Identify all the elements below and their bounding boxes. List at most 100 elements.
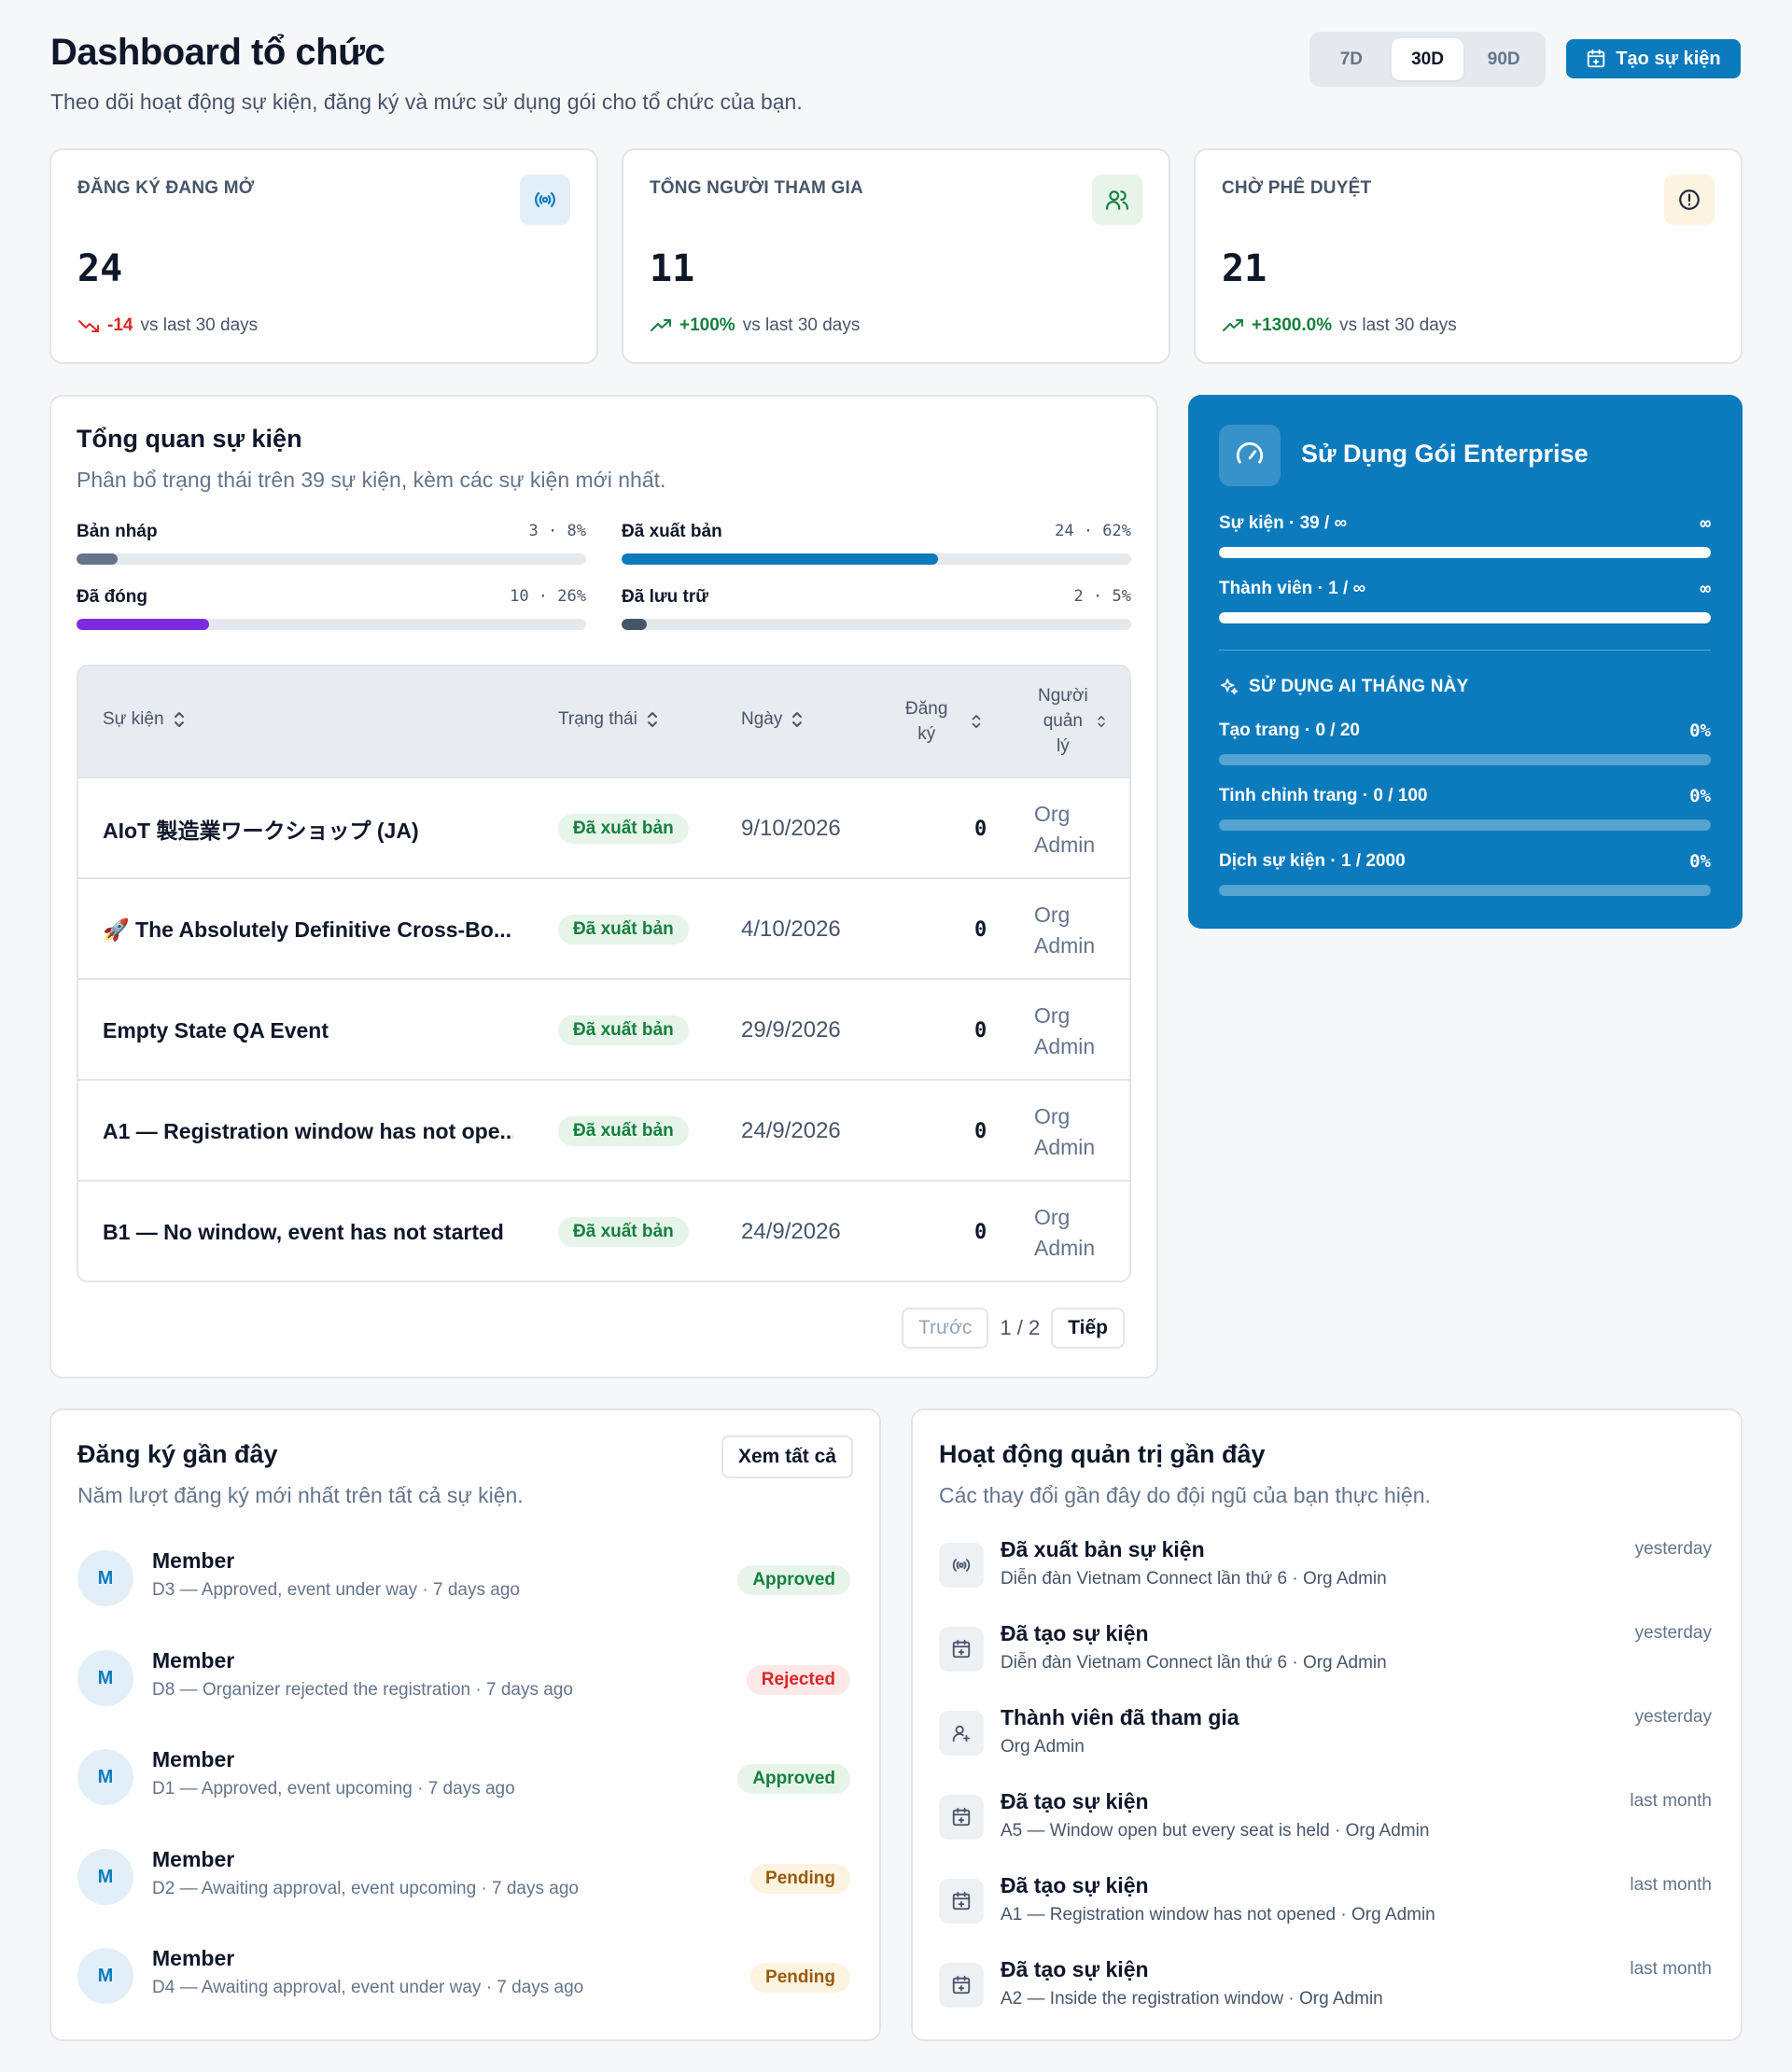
table-header: Sự kiện Trạng thái Ngày Đăng ký Người quản… (78, 666, 1129, 778)
event-date: 24/9/2026 (741, 1219, 841, 1244)
status-badge: Đã xuất bản (558, 1217, 689, 1247)
event-name[interactable]: AIoT 製造業ワークショップ (JA) (103, 819, 419, 843)
status-count: 24 · 62% (1055, 522, 1131, 540)
list-item: Đã tạo sự kiện A5 — Window open but ever… (939, 1789, 1712, 1856)
trending-down-icon (78, 320, 99, 332)
activity-desc: A1 — Registration window has not opened … (1001, 1905, 1435, 1925)
activity-desc: A5 — Window open but every seat is held … (1001, 1821, 1430, 1841)
registration-count: 0 (974, 917, 987, 942)
recent-registrations-subtitle: Năm lượt đăng ký mới nhất trên tất cả sự… (77, 1483, 524, 1507)
column-date[interactable]: Ngày (741, 709, 805, 730)
column-event[interactable]: Sự kiện (103, 709, 187, 730)
status-badge: Approved (737, 1565, 850, 1595)
activity-desc: Diễn đàn Vietnam Connect lần thứ 6 · Org… (1001, 1653, 1387, 1673)
activity-title: Thành viên đã tham gia (1001, 1705, 1239, 1729)
column-registrations[interactable]: Đăng ký (905, 696, 983, 747)
ai-usage-create-page: Tạo trang · 0 / 20 0% (1219, 721, 1711, 765)
activity-desc: A2 — Inside the registration window · Or… (1001, 1989, 1383, 2009)
activity-desc: Org Admin (1001, 1737, 1085, 1757)
event-name[interactable]: B1 — No window, event has not started (103, 1219, 504, 1244)
stat-card-pending-approval: CHỜ PHÊ DUYỆT 21 +1300.0% vs last 30 day… (1194, 148, 1743, 364)
user-plus-icon (939, 1711, 984, 1756)
registrant-name: Member (152, 1946, 235, 1970)
status-published: Đã xuất bản 24 · 62% (622, 522, 1131, 565)
activity-title: Đã xuất bản sự kiện (1001, 1537, 1205, 1561)
sort-icon (174, 712, 184, 727)
event-date: 9/10/2026 (741, 816, 841, 841)
list-item: Đã xuất bản sự kiện Diễn đàn Vietnam Con… (939, 1537, 1712, 1604)
event-name[interactable]: A1 — Registration window has not ope... (103, 1118, 513, 1143)
avatar: M (77, 1749, 133, 1805)
table-row[interactable]: 🚀 The Absolutely Definitive Cross-Bo... … (78, 879, 1129, 980)
create-event-button[interactable]: Tạo sự kiện (1566, 39, 1741, 78)
sort-icon (1097, 715, 1105, 727)
recent-activity-subtitle: Các thay đổi gần đây do đội ngũ của bạn … (939, 1483, 1431, 1507)
usage-members: Thành viên · 1 / ∞ ∞ (1219, 579, 1711, 623)
trending-up-icon (651, 319, 671, 331)
range-90d-button[interactable]: 90D (1487, 49, 1520, 69)
status-count: 3 · 8% (528, 522, 586, 540)
registration-count: 0 (974, 1018, 987, 1043)
stat-delta-value: +100% (679, 315, 735, 335)
stat-value: 21 (1222, 247, 1267, 290)
status-badge: Pending (750, 1963, 850, 1993)
status-count: 2 · 5% (1073, 587, 1131, 606)
stat-label: TỔNG NGƯỜI THAM GIA (650, 178, 863, 198)
event-manager: Org Admin (1034, 903, 1096, 958)
list-item: Thành viên đã tham gia Org Admin yesterd… (939, 1705, 1712, 1772)
divider (1219, 650, 1711, 651)
next-page-button[interactable]: Tiếp (1051, 1308, 1125, 1349)
status-track (622, 553, 1131, 565)
activity-time: last month (1630, 1959, 1712, 1979)
list-item[interactable]: M Member D3 — Approved, event under way … (77, 1541, 850, 1616)
alert-circle-icon (1664, 175, 1715, 225)
table-row[interactable]: B1 — No window, event has not started Đã… (78, 1182, 1129, 1281)
stat-label: ĐĂNG KÝ ĐANG MỞ (77, 178, 255, 198)
prev-page-button[interactable]: Trước (902, 1308, 989, 1349)
registration-desc: D2 — Awaiting approval, event upcoming ·… (152, 1879, 579, 1898)
list-item: Đã tạo sự kiện Diễn đàn Vietnam Connect … (939, 1621, 1712, 1688)
status-badge: Đã xuất bản (558, 1015, 689, 1045)
enterprise-usage-panel: Sử Dụng Gói Enterprise Sự kiện · 39 / ∞ ∞… (1188, 395, 1743, 929)
status-badge: Rejected (746, 1665, 850, 1695)
column-status[interactable]: Trạng thái (558, 709, 660, 730)
event-date: 29/9/2026 (741, 1017, 841, 1043)
ai-usage-heading: SỬ DỤNG AI THÁNG NÀY (1219, 677, 1468, 697)
activity-title: Đã tạo sự kiện (1001, 1957, 1149, 1981)
recent-activity-card: Hoạt động quản trị gần đây Các thay đổi … (911, 1408, 1743, 2041)
list-item[interactable]: M Member D4 — Awaiting approval, event u… (77, 1939, 850, 2013)
range-30d-button[interactable]: 30D (1391, 38, 1464, 80)
stat-card-open-registrations: ĐĂNG KÝ ĐANG MỞ 24 -14 vs last 30 days (49, 148, 598, 364)
usage-track (1219, 612, 1711, 623)
users-icon (1092, 175, 1142, 225)
table-row[interactable]: Empty State QA Event Đã xuất bản 29/9/20… (78, 980, 1129, 1081)
events-table: Sự kiện Trạng thái Ngày Đăng ký Người quản… (77, 665, 1131, 1282)
registrant-name: Member (152, 1847, 235, 1871)
activity-desc: Diễn đàn Vietnam Connect lần thứ 6 · Org… (1001, 1569, 1387, 1589)
view-all-button[interactable]: Xem tất cả (721, 1435, 853, 1478)
page-indicator: 1 / 2 (1000, 1316, 1041, 1339)
registrant-name: Member (152, 1548, 235, 1573)
avatar: M (77, 1550, 133, 1606)
list-item: Đã tạo sự kiện A2 — Inside the registrat… (939, 1957, 1712, 2024)
list-item[interactable]: M Member D2 — Awaiting approval, event u… (77, 1840, 850, 1914)
activity-title: Đã tạo sự kiện (1001, 1789, 1149, 1813)
enterprise-title: Sử Dụng Gói Enterprise (1301, 440, 1589, 468)
column-manager[interactable]: Người quản lý (1038, 683, 1107, 759)
event-name[interactable]: 🚀 The Absolutely Definitive Cross-Bo... (103, 917, 512, 942)
page-title: Dashboard tổ chức (50, 32, 385, 73)
ai-usage-translate-event: Dịch sự kiện · 1 / 2000 0% (1219, 851, 1711, 896)
range-7d-button[interactable]: 7D (1339, 49, 1363, 69)
list-item[interactable]: M Member D8 — Organizer rejected the reg… (77, 1641, 850, 1715)
recent-registrations-title: Đăng ký gần đây (77, 1440, 278, 1468)
registration-desc: D8 — Organizer rejected the registration… (152, 1680, 573, 1700)
usage-track (1219, 885, 1711, 896)
event-name[interactable]: Empty State QA Event (103, 1017, 329, 1043)
event-manager: Org Admin (1034, 1205, 1096, 1260)
list-item[interactable]: M Member D1 — Approved, event upcoming ·… (77, 1740, 850, 1814)
calendar-plus-icon (939, 1963, 984, 2008)
table-row[interactable]: AIoT 製造業ワークショップ (JA) Đã xuất bản 9/10/20… (78, 778, 1129, 879)
table-row[interactable]: A1 — Registration window has not ope... … (78, 1081, 1129, 1182)
status-badge: Approved (737, 1764, 850, 1794)
activity-time: last month (1630, 1791, 1712, 1811)
